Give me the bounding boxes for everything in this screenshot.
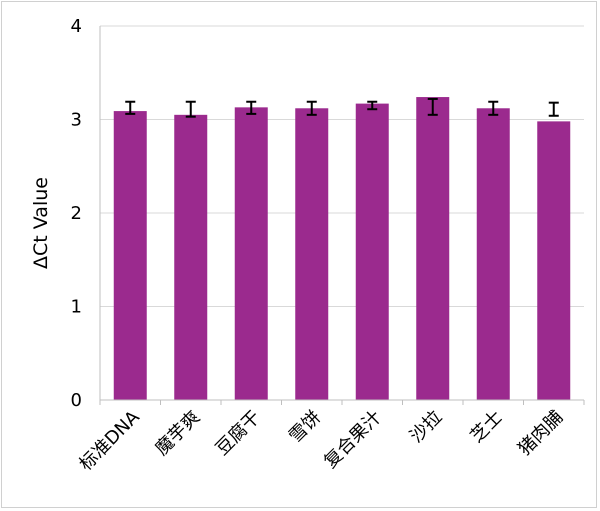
x-tick-label: 猪肉脯 [514, 407, 567, 460]
bar [355, 103, 389, 400]
error-bar [306, 100, 317, 116]
y-tick-label: 1 [71, 297, 82, 318]
bar [537, 121, 571, 401]
x-tick-label: 魔芋爽 [151, 407, 204, 460]
y-tick-label: 4 [71, 16, 82, 37]
error-bar [367, 100, 378, 111]
x-tick-label: 标准DNA [75, 406, 144, 475]
x-tick-label: 芝士 [466, 407, 506, 447]
error-bar [125, 100, 136, 115]
error-bar [185, 100, 196, 118]
x-tick-label: 豆腐干 [212, 407, 265, 460]
y-tick-labels: 0 1 2 3 4 [71, 16, 82, 411]
y-tick-label: 2 [71, 203, 82, 224]
y-axis-label: ΔCt Value [30, 177, 52, 269]
y-tick-label: 3 [71, 110, 82, 131]
error-bar [548, 101, 559, 117]
error-bar [427, 97, 438, 116]
bar [174, 114, 208, 400]
bar [234, 107, 268, 400]
x-tick-label: 雪饼 [285, 407, 325, 447]
bar [113, 111, 147, 401]
axes [99, 26, 585, 405]
bar [476, 108, 510, 400]
gridlines [100, 25, 584, 307]
bars [113, 97, 571, 401]
error-bar [246, 100, 257, 115]
x-tick-label: 沙拉 [406, 407, 446, 447]
bar [416, 97, 450, 400]
error-bars [125, 97, 559, 118]
y-tick-label: 0 [71, 390, 82, 411]
x-tick-label: 复合果汁 [320, 407, 386, 473]
bar [295, 108, 329, 400]
error-bar [488, 100, 499, 116]
